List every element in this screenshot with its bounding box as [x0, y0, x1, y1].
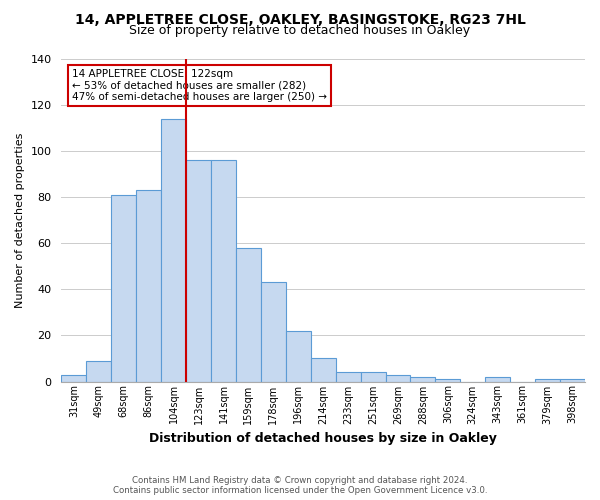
Bar [386, 374, 410, 382]
Bar [311, 358, 335, 382]
Bar [86, 361, 111, 382]
Bar [335, 372, 361, 382]
Bar [560, 379, 585, 382]
Text: Size of property relative to detached houses in Oakley: Size of property relative to detached ho… [130, 24, 470, 37]
Bar [186, 160, 211, 382]
Bar [211, 160, 236, 382]
Bar [136, 190, 161, 382]
Bar [286, 331, 311, 382]
Text: 14 APPLETREE CLOSE: 122sqm
← 53% of detached houses are smaller (282)
47% of sem: 14 APPLETREE CLOSE: 122sqm ← 53% of deta… [72, 68, 327, 102]
Bar [361, 372, 386, 382]
Bar [236, 248, 261, 382]
Bar [111, 195, 136, 382]
Bar [485, 377, 510, 382]
Bar [61, 374, 86, 382]
Bar [410, 377, 436, 382]
Text: 14, APPLETREE CLOSE, OAKLEY, BASINGSTOKE, RG23 7HL: 14, APPLETREE CLOSE, OAKLEY, BASINGSTOKE… [74, 12, 526, 26]
Y-axis label: Number of detached properties: Number of detached properties [15, 132, 25, 308]
Text: Contains HM Land Registry data © Crown copyright and database right 2024.
Contai: Contains HM Land Registry data © Crown c… [113, 476, 487, 495]
Bar [261, 282, 286, 382]
Bar [535, 379, 560, 382]
X-axis label: Distribution of detached houses by size in Oakley: Distribution of detached houses by size … [149, 432, 497, 445]
Bar [436, 379, 460, 382]
Bar [161, 119, 186, 382]
